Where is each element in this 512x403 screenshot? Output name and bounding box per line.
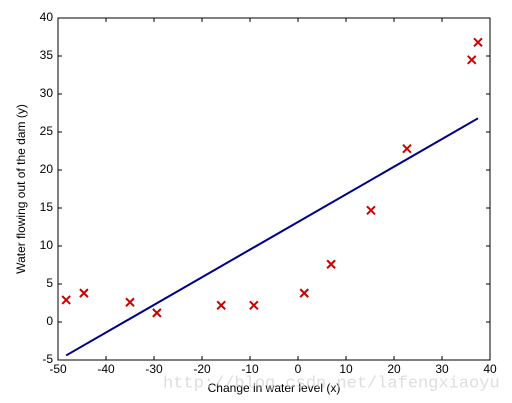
data-point — [79, 288, 89, 298]
x-tick-label: 40 — [483, 362, 497, 376]
x-tick-label: 10 — [339, 362, 353, 376]
y-tick-label: 10 — [40, 238, 54, 252]
data-point — [366, 205, 376, 215]
data-point — [326, 259, 336, 269]
y-tick-label: 15 — [40, 200, 54, 214]
y-tick-label: 0 — [46, 314, 53, 328]
data-point — [152, 308, 162, 318]
x-tick-label: 20 — [387, 362, 401, 376]
plot-area — [57, 17, 491, 361]
data-point — [216, 300, 226, 310]
x-tick-label: -30 — [145, 362, 163, 376]
y-tick-label: 40 — [40, 10, 54, 24]
x-tick-label: 30 — [435, 362, 449, 376]
y-tick-label: -5 — [42, 352, 53, 366]
x-tick-label: -20 — [193, 362, 211, 376]
data-point — [61, 295, 71, 305]
watermark: http://blog.csdn.net/lafengxiaoyu — [163, 374, 500, 393]
x-tick-label: -10 — [241, 362, 259, 376]
data-point — [467, 55, 477, 65]
data-point — [473, 37, 483, 48]
y-axis-label: Water flowing out of the dam (y) — [14, 104, 28, 274]
y-tick-label: 30 — [40, 86, 54, 100]
data-point — [249, 300, 259, 310]
y-tick-label: 5 — [46, 276, 53, 290]
fit-line — [65, 117, 479, 357]
y-tick-label: 25 — [40, 124, 54, 138]
data-point — [402, 144, 412, 154]
data-point — [299, 288, 309, 298]
x-tick-label: -40 — [97, 362, 115, 376]
x-tick-label: 0 — [295, 362, 302, 376]
x-axis-label: Change in water level (x) — [208, 381, 341, 395]
y-tick-label: 20 — [40, 162, 54, 176]
x-tick-label: -50 — [49, 362, 67, 376]
y-tick-label: 35 — [40, 48, 54, 62]
data-point — [125, 297, 135, 307]
